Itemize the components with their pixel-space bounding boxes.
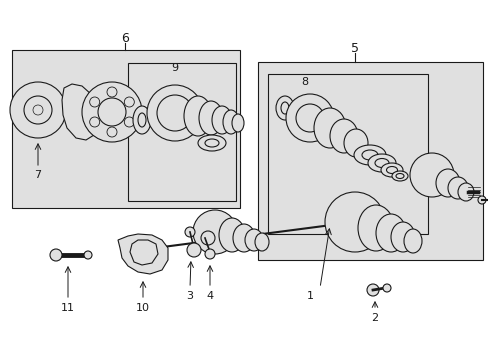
Circle shape [89,97,100,107]
Circle shape [295,104,324,132]
Circle shape [84,251,92,259]
Circle shape [201,231,215,245]
Ellipse shape [390,222,414,252]
Ellipse shape [391,171,407,181]
Text: 10: 10 [136,303,150,313]
Ellipse shape [374,158,388,167]
Circle shape [98,98,126,126]
Text: 4: 4 [206,291,213,301]
Circle shape [147,85,203,141]
Ellipse shape [138,113,146,127]
Ellipse shape [329,119,357,153]
Ellipse shape [380,163,402,177]
Ellipse shape [386,166,397,174]
Circle shape [89,117,100,127]
Text: 9: 9 [171,63,178,73]
Text: 6: 6 [121,31,129,45]
Ellipse shape [343,129,367,157]
Ellipse shape [361,150,377,160]
Circle shape [124,97,134,107]
Ellipse shape [231,114,244,132]
Circle shape [10,82,66,138]
Ellipse shape [232,224,254,252]
Ellipse shape [212,106,231,134]
Ellipse shape [457,183,473,201]
Ellipse shape [275,96,293,120]
Text: 2: 2 [371,313,378,323]
Ellipse shape [198,135,225,151]
Ellipse shape [254,233,268,251]
Circle shape [157,95,193,131]
Bar [267,74,427,234]
Bar [128,63,236,201]
Circle shape [477,196,485,204]
Circle shape [50,249,62,261]
Text: 1: 1 [306,291,313,301]
Circle shape [366,284,378,296]
Circle shape [325,192,384,252]
Ellipse shape [133,106,151,134]
Text: 11: 11 [61,303,75,313]
Text: 8: 8 [301,77,308,87]
Ellipse shape [219,218,244,252]
Circle shape [82,82,142,142]
Circle shape [186,243,201,257]
Polygon shape [62,84,98,140]
Circle shape [193,210,237,254]
Ellipse shape [183,96,212,136]
Circle shape [184,227,195,237]
Ellipse shape [375,214,405,252]
Ellipse shape [244,229,263,251]
Bar [12,50,240,208]
Text: 5: 5 [350,41,358,54]
Ellipse shape [313,108,346,148]
Ellipse shape [357,205,393,251]
Ellipse shape [204,139,219,147]
Circle shape [33,105,43,115]
Circle shape [204,249,215,259]
Circle shape [285,94,333,142]
Ellipse shape [281,102,288,114]
Ellipse shape [435,169,459,197]
Circle shape [24,96,52,124]
Circle shape [382,284,390,292]
Circle shape [107,127,117,137]
Polygon shape [118,234,168,274]
Ellipse shape [353,145,385,165]
Text: 7: 7 [34,170,41,180]
Polygon shape [130,240,158,265]
Circle shape [409,153,453,197]
Circle shape [124,117,134,127]
Ellipse shape [395,174,403,179]
Ellipse shape [403,229,421,253]
Text: 3: 3 [186,291,193,301]
Circle shape [107,87,117,97]
Ellipse shape [367,154,395,172]
Ellipse shape [447,177,467,199]
Ellipse shape [223,110,239,134]
Bar [258,62,482,260]
Ellipse shape [199,101,223,135]
